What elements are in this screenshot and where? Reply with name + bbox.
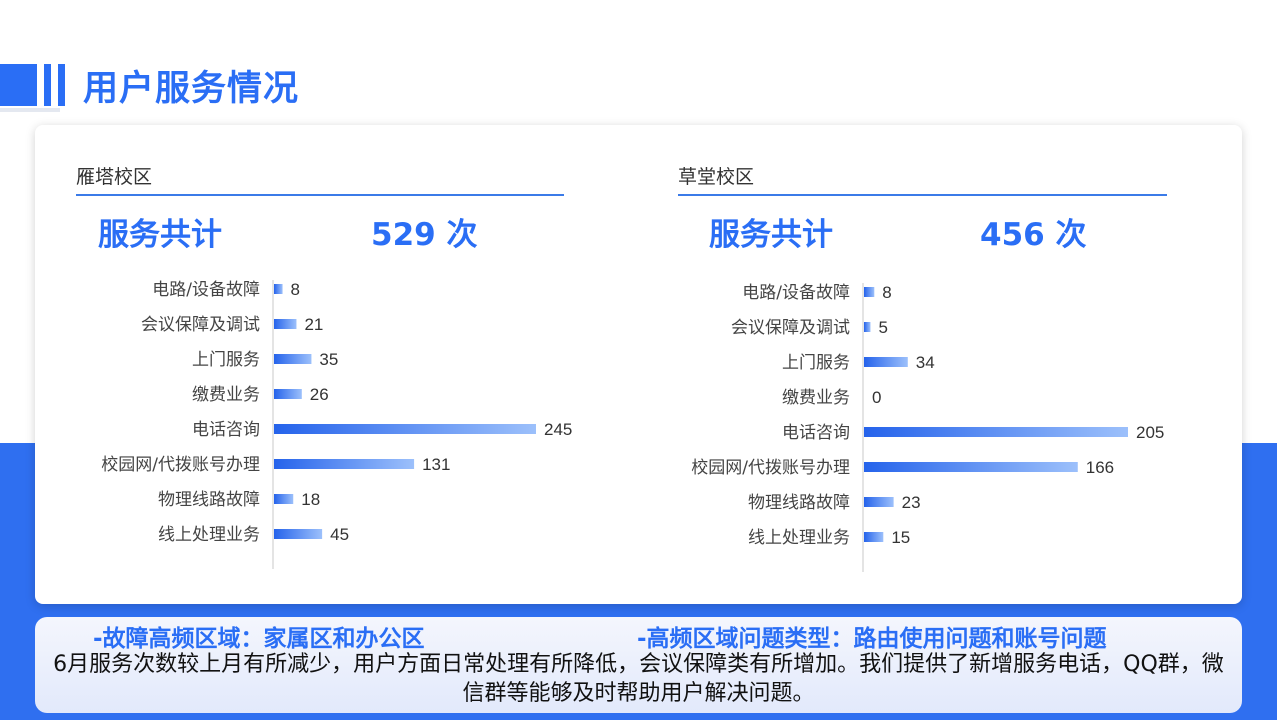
data-label: 15 (891, 528, 910, 547)
bar (864, 357, 908, 367)
data-label: 5 (878, 318, 887, 337)
bar (274, 424, 536, 434)
category-label: 会议保障及调试 (141, 315, 260, 335)
bar-chart-yanta: 电路/设备故障 8 会议保障及调试 21 上门服务 35 缴费业务 26 电话咨询 245 校园网/… (101, 280, 572, 569)
bar (274, 354, 312, 364)
campus-divider (76, 194, 564, 196)
bar (864, 287, 875, 297)
data-label: 26 (310, 385, 329, 404)
title-decoration-bar (44, 64, 51, 106)
total-label: 服务共计 (98, 217, 222, 253)
category-label: 物理线路故障 (748, 493, 850, 513)
campus-name-caotang: 草堂校区 (678, 166, 755, 188)
bar (274, 284, 283, 294)
chart-card: 雁塔校区 服务共计 529 次 电路/设备故障 8 会议保障及调试 21 上门服务 35 缴… (35, 125, 1242, 604)
bar (864, 322, 871, 332)
category-label: 会议保障及调试 (731, 318, 850, 338)
data-label: 8 (291, 280, 300, 299)
page-title: 用户服务情况 (83, 69, 300, 109)
campus-divider (678, 194, 1167, 196)
category-label: 缴费业务 (782, 388, 850, 408)
category-label: 校园网/代拨账号办理 (691, 458, 850, 478)
category-label: 电路/设备故障 (742, 283, 850, 303)
category-label: 校园网/代拨账号办理 (101, 455, 260, 475)
total-value: 456 次 (980, 217, 1087, 253)
data-label: 34 (916, 353, 935, 372)
data-label: 23 (902, 493, 921, 512)
bar (274, 459, 415, 469)
title-decoration-bar (58, 64, 65, 106)
category-label: 上门服务 (782, 353, 850, 373)
data-label: 18 (301, 490, 320, 509)
data-label: 45 (330, 525, 349, 544)
total-label: 服务共计 (709, 217, 833, 253)
category-label: 上门服务 (192, 350, 260, 370)
bar (274, 494, 294, 504)
data-label: 166 (1086, 458, 1114, 477)
highlight-problem-type: -高频区域问题类型：路由使用问题和账号问题 (637, 626, 1107, 652)
bar (274, 319, 297, 329)
data-label: 205 (1136, 423, 1164, 442)
title-decoration-block (0, 64, 37, 106)
campus-name-yanta: 雁塔校区 (76, 166, 153, 188)
data-label: 8 (882, 283, 891, 302)
bar-chart-caotang: 电路/设备故障 8 会议保障及调试 5 上门服务 34 缴费业务 0 电话咨询 205 校园网/代拨… (691, 283, 1164, 572)
bar (274, 529, 323, 539)
category-label: 电话咨询 (782, 423, 850, 443)
data-label: 245 (544, 420, 572, 439)
highlight-fault-area: -故障高频区域：家属区和办公区 (93, 626, 425, 652)
data-label: 21 (304, 315, 323, 334)
summary-box: -故障高频区域：家属区和办公区 -高频区域问题类型：路由使用问题和账号问题 6月… (35, 617, 1242, 713)
category-label: 线上处理业务 (158, 525, 260, 545)
data-label: 35 (319, 350, 338, 369)
summary-text: 6月服务次数较上月有所减少，用户方面日常处理有所降低，会议保障类有所增加。我们提… (53, 652, 1224, 706)
category-label: 物理线路故障 (158, 490, 260, 510)
total-value: 529 次 (371, 217, 478, 253)
bar (864, 532, 884, 542)
category-label: 电话咨询 (192, 420, 260, 440)
category-label: 电路/设备故障 (152, 280, 260, 300)
data-label: 131 (422, 455, 450, 474)
bar (864, 497, 894, 507)
bar (274, 389, 302, 399)
title-decoration-shadow (0, 108, 60, 112)
bar (864, 427, 1128, 437)
category-label: 线上处理业务 (748, 528, 850, 548)
bar (864, 462, 1078, 472)
data-label: 0 (872, 388, 881, 407)
category-label: 缴费业务 (192, 385, 260, 405)
